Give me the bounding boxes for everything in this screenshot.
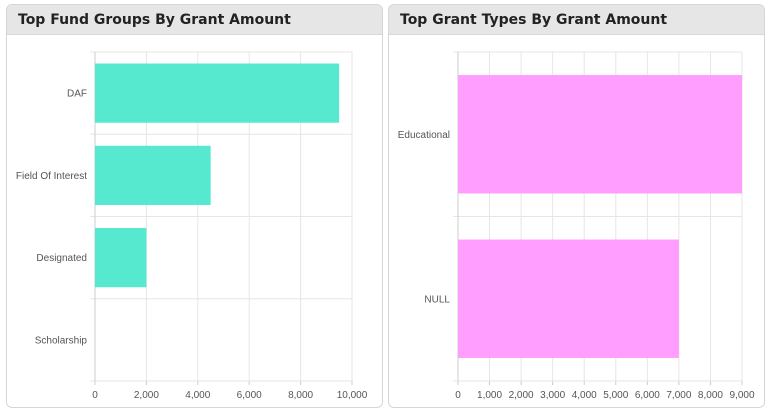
grant-type-x-tick-label: 6,000 [635,390,660,401]
grant-type-x-tick-label: 7,000 [666,390,691,401]
grant-type-bar[interactable] [458,239,679,358]
grant-types-panel: Top Grant Types By Grant Amount 0 1,000 2,… [388,4,765,408]
fund-group-x-tick-label: 4,000 [185,390,210,401]
grant-type-x-tick-label: 1,000 [477,390,502,401]
grant-type-x-tick-label: 9,000 [729,390,754,401]
fund-groups-panel-header: Top Fund Groups By Grant Amount [7,5,382,35]
fund-group-x-tick-label: 8,000 [288,390,313,401]
grant-types-panel-header: Top Grant Types By Grant Amount [389,5,764,35]
fund-group-bar[interactable] [95,63,340,123]
grant-type-x-tick-label: 3,000 [540,390,565,401]
fund-groups-bar-chart: 0 2,000 4,000 6,000 8,000 10,000 DAF Field Of I… [16,51,368,401]
fund-groups-chart-title: Top Fund Groups By Grant Amount [18,11,291,28]
grant-type-category-label: NULL [424,294,450,305]
fund-group-x-tick-label: 2,000 [134,390,159,401]
fund-groups-panel: Top Fund Groups By Grant Amount 0 2,000 4,… [6,4,383,408]
fund-group-category-label: Scholarship [35,335,88,346]
grant-type-category-label: Educational [398,130,450,141]
grant-types-bar-chart: 0 1,000 2,000 3,000 4,000 5,000 6,000 7,000 8,00… [398,51,755,401]
grant-type-bar[interactable] [458,75,742,194]
fund-group-x-tick-label: 6,000 [237,390,262,401]
grant-type-x-tick-label: 5,000 [603,390,628,401]
fund-group-bar[interactable] [95,145,211,205]
fund-group-category-label: Designated [36,253,87,264]
fund-group-x-tick-label: 10,000 [337,390,368,401]
fund-group-bar[interactable] [95,228,147,288]
grant-types-chart-title: Top Grant Types By Grant Amount [400,11,668,28]
grant-type-x-tick-label: 0 [455,390,461,401]
grant-type-x-tick-label: 8,000 [698,390,723,401]
fund-group-category-label: Field Of Interest [16,171,87,182]
fund-group-category-label: DAF [67,89,87,100]
grant-type-x-tick-label: 4,000 [572,390,597,401]
grant-type-x-tick-label: 2,000 [509,390,534,401]
fund-group-x-tick-label: 0 [92,390,98,401]
